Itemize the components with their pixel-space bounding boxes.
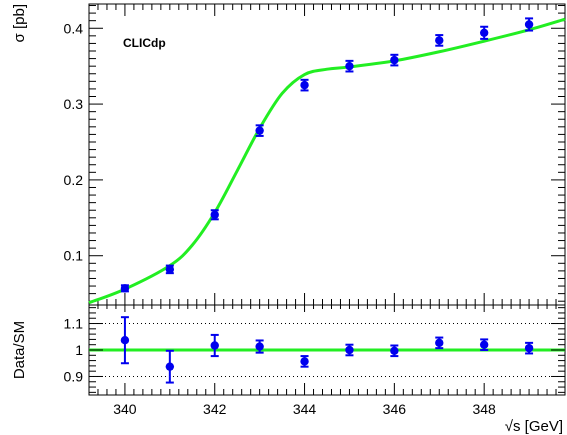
ratio-data-point [435,338,444,348]
ratio-data-point [165,362,175,371]
ratio-data-point [210,341,219,350]
y-tick-label: 1 [75,342,83,358]
top-y-axis-label: σ [pb] [11,4,28,42]
clicdp-label: CLICdp [123,36,166,50]
reference-lines [89,323,565,377]
x-tick-label: 342 [203,401,227,417]
bottom-y-axis: 0.9 1 1.1 [64,307,565,393]
y-tick-label: 0.9 [64,368,84,384]
top-data-point [165,265,175,274]
top-data-point [120,284,130,293]
top-points-group [120,17,534,293]
top-data-point [524,20,534,29]
x-tick-label: 340 [113,401,137,417]
top-data-point [479,28,489,38]
ratio-data-point [390,346,399,355]
x-axis: 340 342 344 346 348 [88,305,566,417]
y-tick-label: 1.1 [64,316,84,332]
top-y-axis: 0.1 0.2 0.3 0.4 [64,4,566,305]
y-tick-label: 0.2 [64,172,84,188]
bottom-y-axis-label: Data/SM [11,321,28,379]
ratio-data-point [524,343,534,353]
x-tick-label: 346 [383,401,407,417]
top-data-point [345,61,354,71]
cross-section-panel: 0.1 0.2 0.3 0.4 CLICdp σ [pb] [11,3,566,306]
ratio-data-point [345,345,354,355]
ratio-data-point [479,340,489,349]
x-axis-label: √s [GeV] [505,418,563,435]
x-tick-label: 348 [472,401,496,417]
theory-curve [88,17,566,305]
y-tick-label: 0.4 [64,20,84,36]
ratio-data-point [300,357,309,366]
ratio-data-point [255,342,264,351]
ratio-panel: 0.9 1 1.1 340 342 344 346 348 Data/SM √s [GeV] [11,304,566,435]
ratio-data-point [120,336,130,345]
y-tick-label: 0.1 [64,248,84,264]
top-data-point [300,80,309,90]
bottom-points-group [120,316,534,384]
top-data-point [255,126,264,135]
top-data-point [435,36,444,45]
top-curve-group [88,17,566,305]
x-tick-label: 344 [293,401,317,417]
top-data-point [390,55,399,65]
top-data-point [210,210,219,219]
y-tick-label: 0.3 [64,96,84,112]
